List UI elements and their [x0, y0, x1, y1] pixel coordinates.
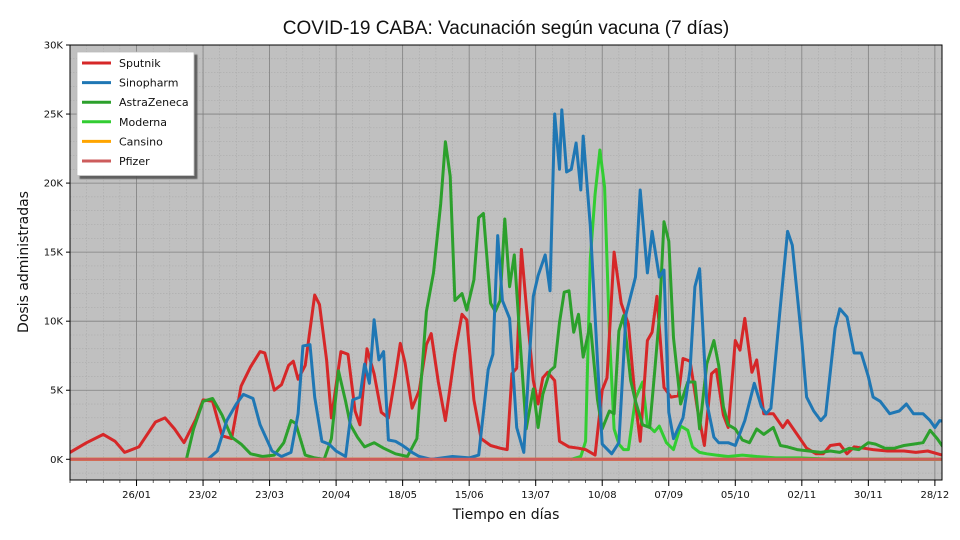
series-line-moderna [569, 148, 942, 461]
legend-label: Cansino [119, 135, 163, 148]
legend-label: Pfizer [119, 155, 150, 168]
y-axis-label: Dosis administradas [16, 191, 32, 333]
x-tick-label: 07/09 [654, 490, 683, 501]
y-tick-label: 30K [44, 41, 64, 52]
x-tick-label: 30/11 [854, 490, 883, 501]
series-line-sputnik [70, 247, 942, 457]
x-axis: 26/01 23/02 23/03 20/04 18/05 15/06 13/07 10/08… [69, 480, 949, 501]
plot-frame [69, 44, 943, 481]
series-line-sinopharm [206, 108, 942, 461]
legend-label: AstraZeneca [119, 96, 189, 109]
y-axis: 0K 5K 10K 15K 20K 25K 30K [44, 41, 70, 466]
legend-box [76, 51, 195, 176]
x-tick-label: 20/04 [322, 490, 351, 501]
x-tick-label: 23/03 [255, 490, 284, 501]
x-tick-label: 05/10 [721, 490, 750, 501]
legend-label: Moderna [119, 116, 167, 129]
y-tick-label: 15K [44, 248, 64, 259]
x-tick-label: 18/05 [388, 490, 417, 501]
x-tick-label: 02/11 [787, 490, 816, 501]
y-tick-label: 0K [50, 455, 63, 466]
y-tick-label: 10K [44, 317, 64, 328]
x-tick-label: 15/06 [455, 490, 484, 501]
x-axis-label: Tiempo en días [452, 507, 560, 523]
x-tick-label: 13/07 [521, 490, 550, 501]
y-tick-label: 20K [44, 179, 64, 190]
y-tick-label: 25K [44, 110, 64, 121]
series-line-astrazeneca [184, 140, 942, 461]
x-tick-label: 28/12 [920, 490, 949, 501]
y-tick-label: 5K [50, 386, 63, 397]
x-tick-label: 26/01 [122, 490, 151, 501]
plot-area [70, 45, 942, 480]
legend-label: Sinopharm [119, 77, 178, 90]
x-tick-label: 10/08 [588, 490, 617, 501]
legend: Sputnik Sinopharm AstraZeneca Moderna Cansin… [76, 51, 195, 176]
legend-label: Sputnik [119, 57, 161, 70]
x-tick-label: 23/02 [189, 490, 218, 501]
series-layer [70, 108, 942, 461]
chart-title: COVID-19 CABA: Vacunación según vacuna (… [283, 18, 729, 39]
